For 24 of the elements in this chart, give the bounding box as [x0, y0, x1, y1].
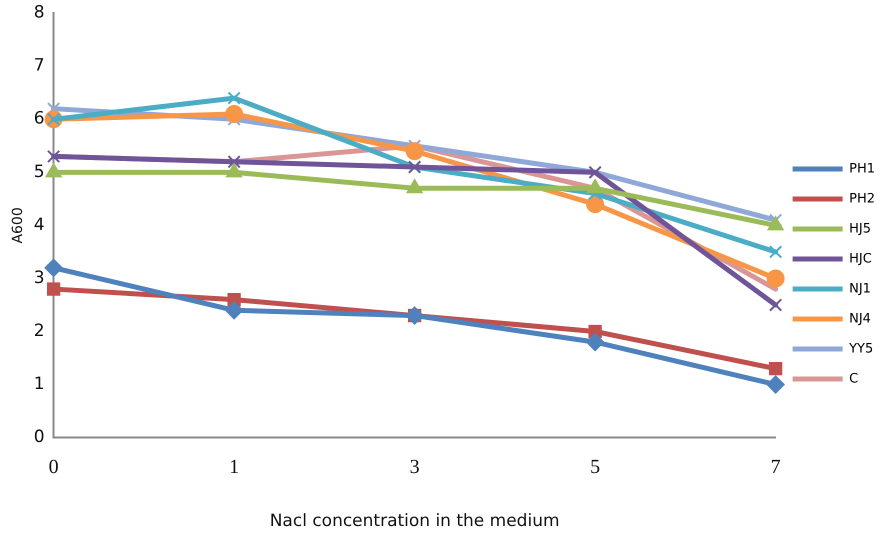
y-tick-label: 8: [34, 2, 45, 23]
legend-label: YY5: [848, 341, 874, 356]
y-tick-label: 7: [34, 56, 45, 76]
legend-label: NJ1: [849, 281, 871, 296]
y-tick-label: 1: [34, 374, 45, 394]
y-tick-label: 5: [34, 162, 45, 182]
x-tick-label: 3: [410, 456, 420, 478]
y-tick-label: 0: [34, 427, 45, 448]
legend-label: NJ4: [849, 311, 871, 326]
y-tick-label: 6: [34, 108, 45, 129]
y-tick-label: 4: [34, 214, 45, 235]
x-tick-label: 0: [48, 456, 59, 478]
x-tick-label: 1: [229, 456, 240, 478]
legend-label: PH2: [849, 191, 876, 206]
x-axis-title: Nacl concentration in the medium: [270, 511, 560, 532]
y-axis-title: A600: [10, 207, 26, 244]
legend-label: PH1: [849, 161, 876, 176]
x-tick-label: 7: [770, 456, 781, 478]
legend-label: HJC: [849, 251, 872, 266]
legend-label: HJ5: [849, 221, 872, 236]
y-tick-label: 3: [34, 268, 45, 288]
y-tick-label: 2: [34, 320, 45, 341]
legend-label: C: [849, 371, 858, 386]
x-tick-label: 5: [590, 456, 600, 478]
